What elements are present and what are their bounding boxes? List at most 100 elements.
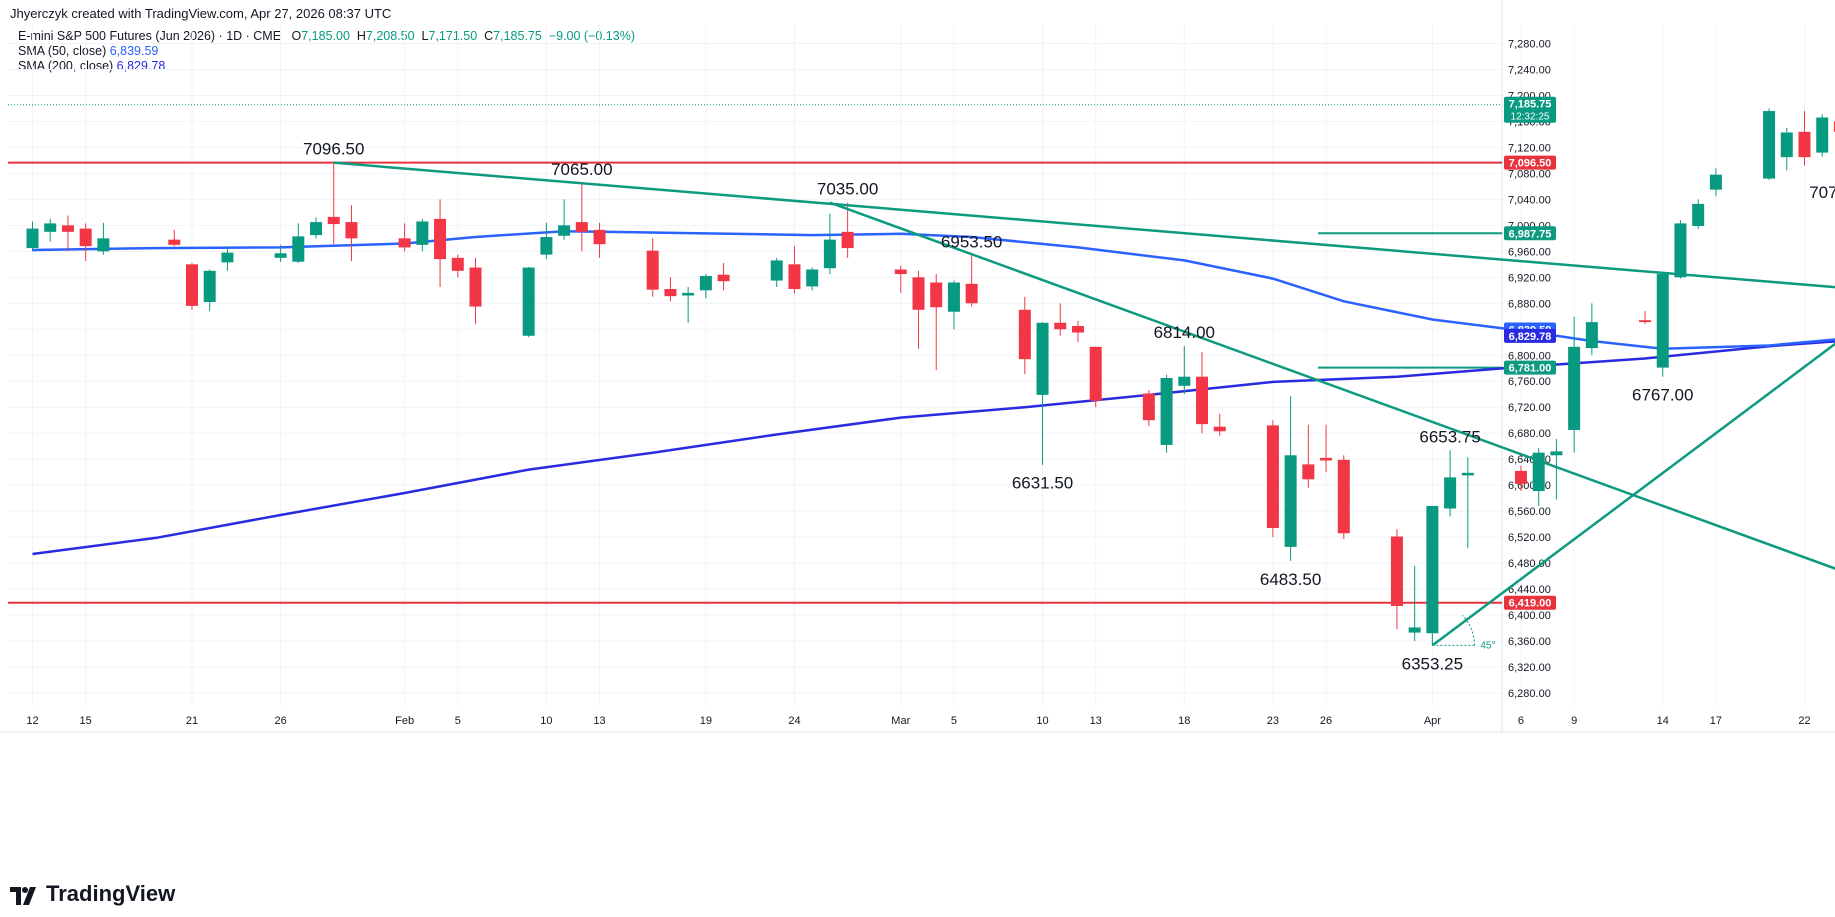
y-tick-label: 7,120.00 bbox=[1508, 142, 1551, 154]
x-tick-label: 13 bbox=[1090, 715, 1102, 727]
candle-body bbox=[1550, 451, 1563, 456]
candle-body bbox=[646, 250, 659, 290]
chart-credit: Jhyerczyk created with TradingView.com, … bbox=[10, 6, 392, 21]
price-label-box bbox=[1504, 328, 1556, 343]
candle-body bbox=[522, 267, 535, 336]
x-tick-label: 23 bbox=[1267, 715, 1279, 727]
candle-body bbox=[274, 253, 287, 258]
candle-body bbox=[416, 221, 429, 245]
price-label-text: 7,096.50 bbox=[1509, 158, 1552, 170]
y-tick-label: 7,040.00 bbox=[1508, 194, 1551, 206]
x-tick-label: 9 bbox=[1571, 715, 1577, 727]
x-tick-label: 12 bbox=[26, 715, 38, 727]
price-annotation: 7065.00 bbox=[551, 160, 612, 179]
candle-body bbox=[1444, 477, 1457, 509]
candle-body bbox=[1816, 117, 1829, 153]
candle-body bbox=[558, 225, 571, 236]
y-tick-label: 6,280.00 bbox=[1508, 688, 1551, 700]
y-tick-label: 6,800.00 bbox=[1508, 350, 1551, 362]
candle-body bbox=[1018, 309, 1031, 360]
price-annotation: 6814.00 bbox=[1154, 323, 1215, 342]
candle-body bbox=[823, 239, 836, 269]
low-label: L bbox=[421, 29, 429, 43]
trend-lines[interactable]: 45° bbox=[333, 155, 1835, 674]
price-label-text: 6,829.78 bbox=[1509, 331, 1552, 343]
candle-body bbox=[1639, 320, 1652, 323]
candle-body bbox=[699, 276, 712, 291]
trend-line bbox=[829, 201, 1835, 570]
candle-body bbox=[1302, 464, 1315, 480]
candle-body bbox=[327, 216, 340, 225]
tradingview-logo-icon bbox=[10, 885, 40, 905]
candle-body bbox=[1763, 111, 1776, 179]
close-label: C bbox=[484, 29, 494, 43]
angle-arc bbox=[1462, 615, 1475, 646]
price-label-text: 7,185.75 bbox=[1509, 99, 1552, 111]
candle-body bbox=[79, 228, 92, 247]
y-tick-label: 7,280.00 bbox=[1508, 38, 1551, 50]
price-annotation: 7079.25 bbox=[1809, 183, 1835, 202]
price-label-text: 6,419.00 bbox=[1509, 598, 1552, 610]
price-annotation: 6767.00 bbox=[1632, 386, 1693, 405]
candle-body bbox=[292, 236, 305, 262]
x-tick-label: 26 bbox=[1320, 715, 1332, 727]
candle-body bbox=[1178, 376, 1191, 386]
x-tick-label: 21 bbox=[186, 715, 198, 727]
x-tick-label: 18 bbox=[1178, 715, 1190, 727]
price-label-box bbox=[1504, 595, 1556, 610]
y-tick-label: 6,560.00 bbox=[1508, 506, 1551, 518]
price-label-box bbox=[1504, 96, 1556, 123]
high-label: H bbox=[356, 29, 366, 43]
candle-body bbox=[1568, 346, 1581, 430]
price-label-text: 6,987.75 bbox=[1509, 228, 1552, 240]
candle-body bbox=[97, 238, 110, 252]
price-label-text: 6,781.00 bbox=[1509, 363, 1552, 375]
x-tick-label: Apr bbox=[1424, 715, 1441, 727]
candle-body bbox=[788, 264, 801, 290]
candle-body bbox=[1426, 505, 1439, 634]
moving-averages bbox=[32, 229, 1835, 556]
x-tick-label: 24 bbox=[788, 715, 800, 727]
change-value: −9.00 (−0.13%) bbox=[548, 29, 635, 43]
price-label-box bbox=[1504, 155, 1556, 170]
candle-body bbox=[540, 237, 553, 255]
symbol-legend[interactable]: E-mini S&P 500 Futures (Jun 2026) · 1D ·… bbox=[18, 29, 635, 43]
trend-line bbox=[1431, 342, 1835, 647]
candle-body bbox=[1196, 376, 1209, 425]
price-annotation: 6653.75 bbox=[1419, 427, 1480, 446]
candle-body bbox=[965, 283, 978, 304]
candle-body bbox=[1054, 322, 1067, 330]
sma50-legend[interactable]: SMA (50, close) 6,839.59 bbox=[18, 44, 158, 58]
y-tick-label: 6,440.00 bbox=[1508, 584, 1551, 596]
candle-body bbox=[398, 238, 411, 248]
sma50-value: 6,839.59 bbox=[109, 44, 159, 58]
x-tick-label: Feb bbox=[395, 715, 414, 727]
axes: 7,280.007,240.007,200.007,160.007,120.00… bbox=[0, 0, 1835, 733]
y-tick-label: 6,960.00 bbox=[1508, 246, 1551, 258]
candle-body bbox=[1780, 132, 1793, 158]
x-tick-label: 26 bbox=[274, 715, 286, 727]
x-tick-label: Mar bbox=[891, 715, 910, 727]
candle-body bbox=[770, 260, 783, 281]
x-tick-label: 6 bbox=[1518, 715, 1524, 727]
candle-body bbox=[1692, 203, 1705, 227]
price-labels: 7,185.7512:32:257,096.506,987.756,839.59… bbox=[1504, 96, 1556, 610]
x-tick-label: 17 bbox=[1710, 715, 1722, 727]
x-tick-label: 10 bbox=[1036, 715, 1048, 727]
candles[interactable] bbox=[26, 90, 1835, 646]
candle-body bbox=[1833, 121, 1835, 132]
candle-body bbox=[947, 282, 960, 312]
brand-logo[interactable]: TradingView bbox=[10, 881, 175, 907]
x-tick-label: 5 bbox=[951, 715, 957, 727]
sma200-line bbox=[32, 340, 1835, 556]
y-tick-label: 6,480.00 bbox=[1508, 558, 1551, 570]
candle-body bbox=[1585, 322, 1598, 349]
price-annotation: 6483.50 bbox=[1260, 570, 1321, 589]
y-tick-label: 7,080.00 bbox=[1508, 168, 1551, 180]
candle-body bbox=[434, 218, 447, 260]
candle-body bbox=[1656, 274, 1669, 368]
brand-name: TradingView bbox=[46, 881, 176, 906]
candle-body bbox=[593, 229, 606, 245]
x-tick-label: 22 bbox=[1798, 715, 1810, 727]
